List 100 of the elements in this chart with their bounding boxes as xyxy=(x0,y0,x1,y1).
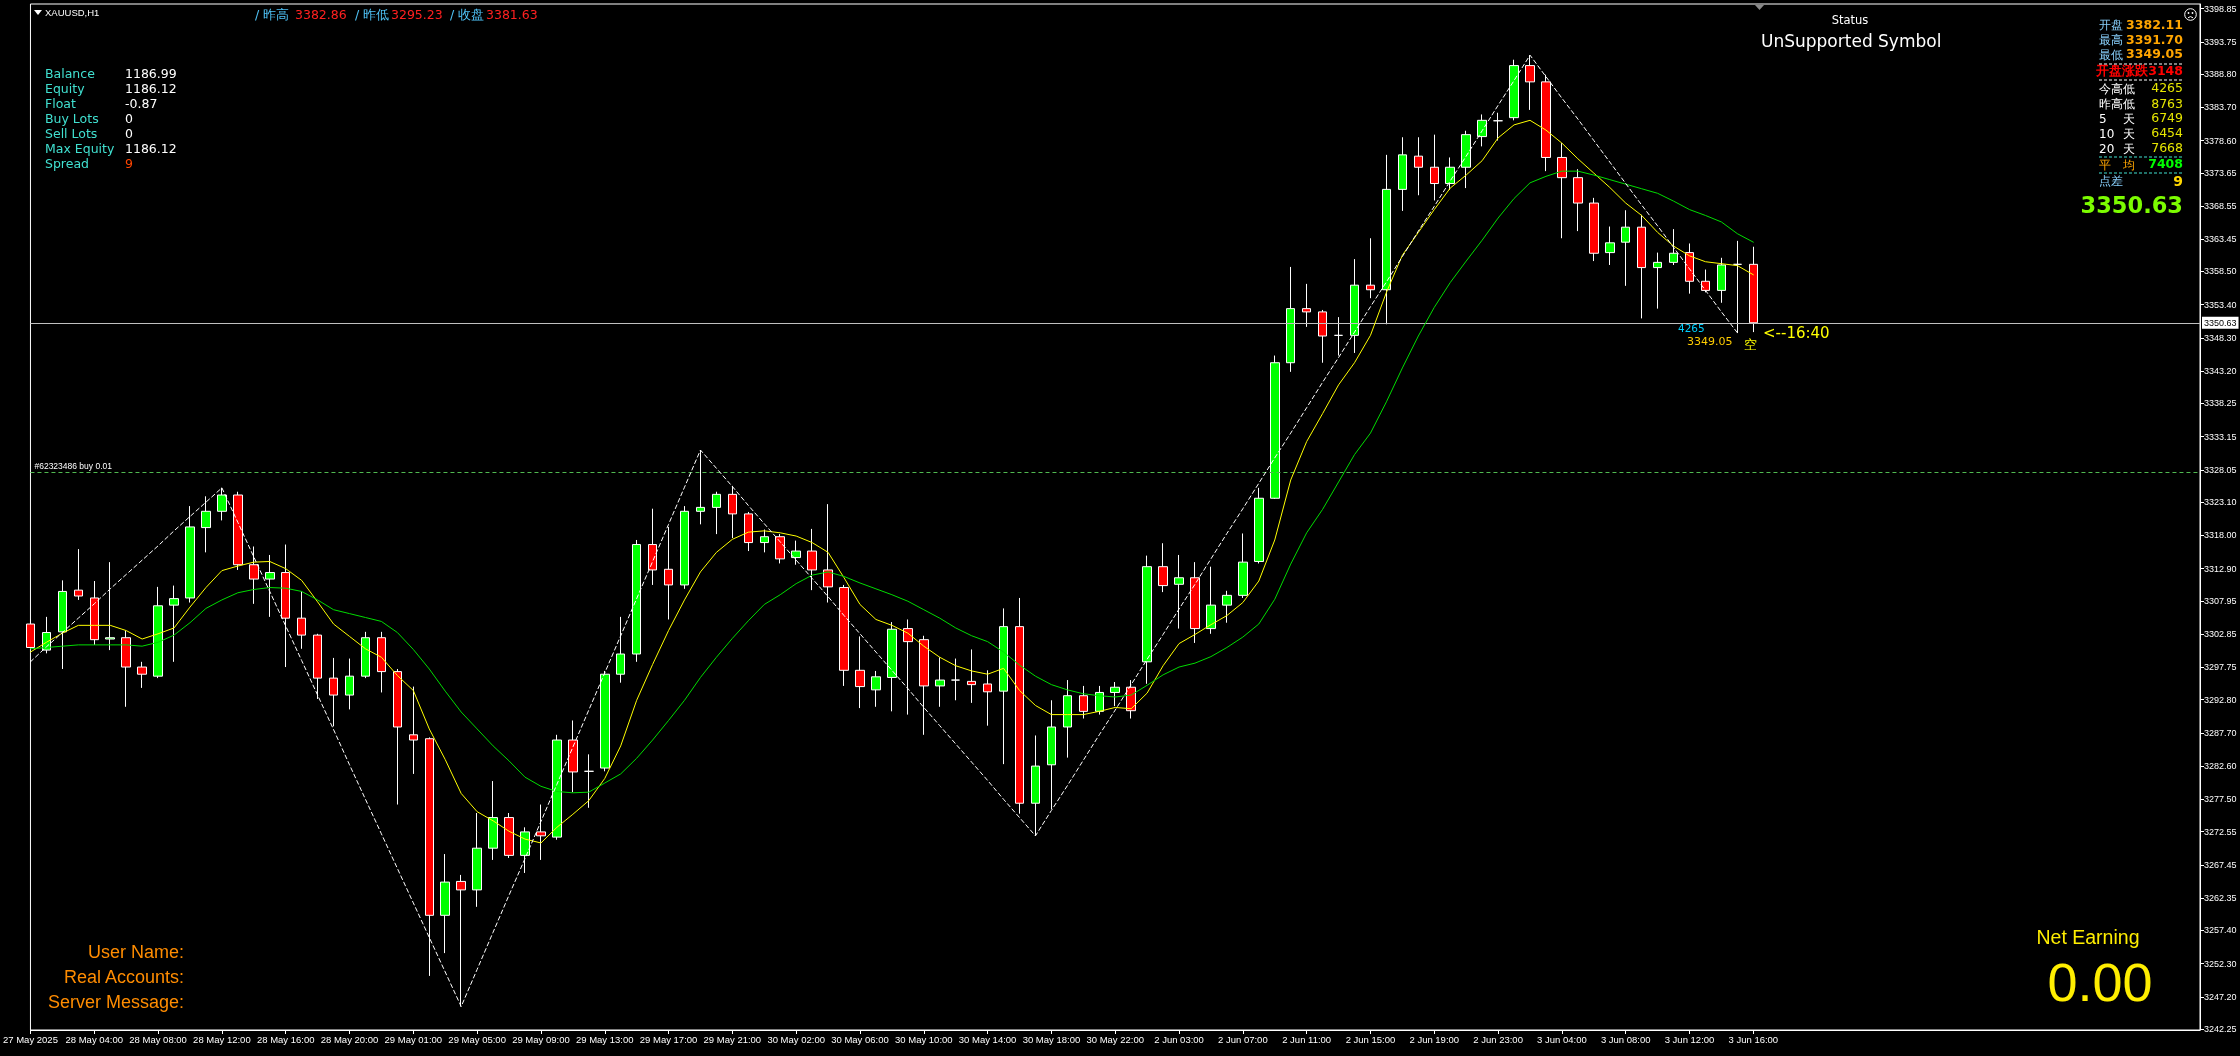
annotation: 0 xyxy=(125,110,133,126)
candlestick xyxy=(1350,258,1359,354)
candlestick xyxy=(1318,309,1327,364)
y-tick-label: 3373.65 xyxy=(2204,167,2237,178)
candlestick xyxy=(1653,252,1662,310)
candlestick xyxy=(1366,237,1375,299)
candlestick xyxy=(265,554,275,618)
x-tick-label: 29 May 01:00 xyxy=(384,1033,443,1045)
candlestick xyxy=(1477,113,1487,147)
annotation: 3349.05 xyxy=(2126,46,2183,62)
x-tick-label: 2 Jun 15:00 xyxy=(1345,1033,1396,1045)
candlestick xyxy=(951,658,960,701)
candlestick xyxy=(58,579,67,670)
annotation: 1186.12 xyxy=(125,141,177,157)
y-tick-label: 3272.55 xyxy=(2204,826,2237,837)
candlestick xyxy=(791,540,801,566)
candlestick xyxy=(409,686,418,775)
annotation: 0 xyxy=(125,126,133,142)
annotation: 9 xyxy=(125,156,133,172)
annotation: 今高低 xyxy=(2099,81,2135,96)
x-tick-label: 30 May 06:00 xyxy=(831,1033,889,1045)
candlestick xyxy=(377,631,386,693)
candlestick xyxy=(425,736,434,977)
candlestick xyxy=(807,528,817,591)
candlestick xyxy=(105,561,115,651)
annotation: UnSupported Symbol xyxy=(1761,30,1942,51)
annotation: User Name: xyxy=(87,942,184,962)
candlestick xyxy=(584,753,594,809)
candlestick xyxy=(775,533,785,564)
candlestick xyxy=(1669,228,1678,266)
annotation: Sell Lots xyxy=(45,126,98,142)
x-tick-label: 29 May 21:00 xyxy=(703,1033,762,1045)
annotation: 最高 xyxy=(2099,33,2123,47)
y-tick-label: 3282.60 xyxy=(2204,761,2237,772)
annotation: 4265 xyxy=(1678,321,1705,334)
y-tick-label: 3353.40 xyxy=(2204,299,2237,310)
chart-title: XAUUSD,H1 xyxy=(45,6,100,18)
y-tick-label: 3257.40 xyxy=(2204,925,2237,936)
candlestick xyxy=(616,616,625,684)
candlestick xyxy=(297,590,306,650)
annotation: 8763 xyxy=(2151,95,2183,111)
annotation: 10 天 xyxy=(2099,126,2135,141)
candlestick xyxy=(440,853,450,954)
candlestick xyxy=(1589,197,1599,262)
candlestick xyxy=(1541,74,1551,172)
candlestick xyxy=(1382,154,1391,325)
annotation: 最低 xyxy=(2099,47,2123,62)
annotation: 6454 xyxy=(2151,125,2183,141)
annotation: 3382.86 xyxy=(295,6,347,22)
candlestick xyxy=(1557,142,1567,239)
x-tick-label: 2 Jun 03:00 xyxy=(1154,1033,1204,1045)
candlestick xyxy=(1015,597,1024,815)
y-tick-label: 3292.80 xyxy=(2204,694,2237,705)
candlestick xyxy=(1637,214,1646,319)
annotation: 1186.12 xyxy=(125,81,177,97)
candlestick xyxy=(839,584,849,687)
candlestick xyxy=(728,485,737,539)
candlestick xyxy=(1398,136,1407,212)
x-tick-label: 2 Jun 19:00 xyxy=(1409,1033,1460,1045)
annotation: 5 天 xyxy=(2099,111,2135,126)
annotation: Spread xyxy=(45,156,90,172)
y-tick-label: 3378.60 xyxy=(2204,135,2237,146)
candlestick xyxy=(1573,168,1583,232)
annotation: Max Equity xyxy=(45,141,115,157)
y-tick-label: 3277.50 xyxy=(2204,794,2237,805)
candlestick xyxy=(1685,242,1694,295)
x-tick-label: 3 Jun 16:00 xyxy=(1728,1033,1779,1045)
candlestick xyxy=(680,505,689,590)
candlestick xyxy=(121,630,131,708)
annotation: 开盘 xyxy=(2099,18,2123,32)
candlestick xyxy=(760,529,769,553)
candlestick xyxy=(871,670,881,708)
annotation: 开盘涨跌3148 xyxy=(2096,63,2183,79)
candlestick xyxy=(1493,112,1503,142)
y-tick-label: 3363.45 xyxy=(2204,234,2237,245)
candlestick xyxy=(393,668,402,806)
x-tick-label: 2 Jun 07:00 xyxy=(1218,1033,1268,1045)
y-tick-label: 3398.85 xyxy=(2204,3,2237,14)
candlestick xyxy=(1286,266,1295,373)
candlestick xyxy=(1254,487,1264,564)
ref-line-label: #62323486 buy 0.01 xyxy=(34,460,113,471)
candlestick xyxy=(1190,561,1200,644)
candlestick xyxy=(536,804,546,861)
x-tick-label: 3 Jun 08:00 xyxy=(1600,1033,1651,1045)
y-tick-label: 3323.10 xyxy=(2204,497,2237,508)
candlestick xyxy=(1302,283,1311,328)
candlestick xyxy=(1174,554,1184,630)
annotation: 4265 xyxy=(2151,80,2183,96)
candlestick xyxy=(935,656,945,708)
annotation: Net Earning xyxy=(2036,926,2140,949)
annotation: / 昨低 xyxy=(355,6,390,22)
candlestick xyxy=(1222,590,1232,624)
candlestick xyxy=(632,539,641,663)
x-tick-label: 29 May 09:00 xyxy=(512,1033,570,1045)
x-tick-label: 29 May 17:00 xyxy=(639,1033,698,1045)
x-tick-label: 30 May 18:00 xyxy=(1022,1033,1081,1045)
candlestick xyxy=(153,586,163,679)
candlestick xyxy=(520,826,530,874)
annotation: Status xyxy=(1831,13,1869,28)
annotation: 20 天 xyxy=(2099,141,2135,156)
